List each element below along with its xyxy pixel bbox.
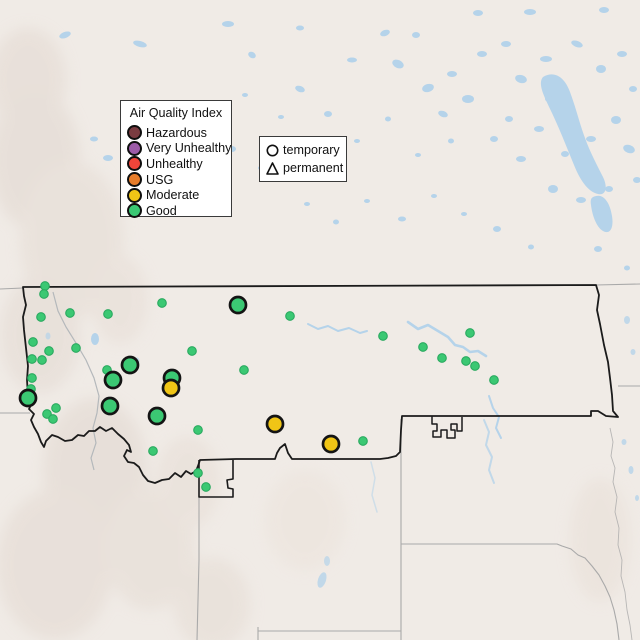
monitor-permanent-small[interactable] <box>71 343 81 353</box>
monitor-temporary-large[interactable] <box>103 370 123 390</box>
aqi-legend-list: Hazardous Very Unhealthy Unhealthy USG Moder… <box>125 125 231 219</box>
monitor-permanent-small[interactable] <box>27 373 37 383</box>
aqi-item-label: Good <box>146 203 177 218</box>
legend-item-usg: USG <box>125 172 227 188</box>
monitor-temporary-large[interactable] <box>18 388 38 408</box>
legend-item-moderate: Moderate <box>125 187 227 203</box>
aqi-legend-title: Air Quality Index <box>129 106 223 120</box>
aqi-swatch-unhealthy <box>127 156 142 172</box>
aqi-item-label: USG <box>146 172 174 187</box>
montana-border <box>22 284 619 484</box>
monitor-permanent-small[interactable] <box>193 468 203 478</box>
monitor-temporary-large[interactable] <box>120 355 140 375</box>
legend-item-very-unhealthy: Very Unhealthy <box>125 140 231 157</box>
river-line-west <box>52 291 100 471</box>
legend-item-good: Good <box>125 203 227 219</box>
monitor-permanent-small[interactable] <box>470 361 480 371</box>
monitor-permanent-small[interactable] <box>51 403 61 413</box>
aqi-swatch-usg <box>127 172 142 188</box>
monitor-permanent-small[interactable] <box>39 289 49 299</box>
monitor-permanent-small[interactable] <box>285 311 295 321</box>
monitor-permanent-small[interactable] <box>27 354 37 364</box>
monitor-permanent-small[interactable] <box>489 375 499 385</box>
monitor-permanent-small[interactable] <box>40 281 50 291</box>
monitor-permanent-small[interactable] <box>48 414 58 424</box>
monitor-temporary-large[interactable] <box>161 378 181 398</box>
shape-legend-temporary: temporary <box>265 141 341 159</box>
monitor-permanent-small[interactable] <box>193 425 203 435</box>
monitor-permanent-small[interactable] <box>103 309 113 319</box>
monitor-permanent-small[interactable] <box>187 346 197 356</box>
terrain-shading <box>0 28 630 640</box>
aqi-item-label: Moderate <box>146 188 200 203</box>
aqi-swatch-moderate <box>127 187 142 203</box>
state-lines <box>0 283 640 640</box>
monitor-permanent-small[interactable] <box>148 446 158 456</box>
monitor-temporary-large[interactable] <box>147 406 167 426</box>
temporary-circle-icon <box>266 144 279 156</box>
marker-shape-legend: temporary permanent <box>259 136 347 182</box>
monitor-permanent-small[interactable] <box>358 436 368 446</box>
monitor-permanent-small[interactable] <box>37 355 47 365</box>
legend-item-hazardous: Hazardous <box>125 125 227 141</box>
rivers-group <box>307 320 502 513</box>
monitor-permanent-small[interactable] <box>44 346 54 356</box>
shape-legend-permanent: permanent <box>265 159 344 177</box>
monitor-permanent-small[interactable] <box>437 353 447 363</box>
monitor-permanent-small[interactable] <box>418 342 428 352</box>
monitor-permanent-small[interactable] <box>239 365 249 375</box>
monitor-permanent-small[interactable] <box>36 312 46 322</box>
monitor-permanent-small[interactable] <box>201 482 211 492</box>
boundary-zigzag <box>431 416 463 439</box>
aqi-swatch-good <box>127 203 142 219</box>
aqi-swatch-very-unhealthy <box>127 140 142 156</box>
permanent-label: permanent <box>283 161 344 175</box>
legend-item-unhealthy: Unhealthy <box>125 156 227 172</box>
monitor-permanent-small[interactable] <box>465 328 475 338</box>
monitor-permanent-small[interactable] <box>65 308 75 318</box>
monitor-temporary-large[interactable] <box>100 396 120 416</box>
monitor-temporary-large[interactable] <box>265 414 285 434</box>
aqi-item-label: Very Unhealthy <box>146 141 232 156</box>
lakes-group <box>45 7 640 588</box>
yellowstone-boundary <box>198 460 234 498</box>
monitor-temporary-large[interactable] <box>228 295 248 315</box>
monitor-permanent-small[interactable] <box>28 337 38 347</box>
aqi-item-label: Hazardous <box>146 125 207 140</box>
aqi-swatch-hazardous <box>127 125 142 141</box>
monitor-permanent-small[interactable] <box>157 298 167 308</box>
aqi-legend: Air Quality Index Hazardous Very Unhealth… <box>120 100 232 219</box>
monitor-permanent-small[interactable] <box>378 331 388 341</box>
monitor-markers-layer <box>18 281 499 492</box>
permanent-triangle-icon <box>266 161 279 175</box>
monitor-temporary-large[interactable] <box>321 434 341 454</box>
monitor-permanent-small[interactable] <box>461 356 471 366</box>
temporary-label: temporary <box>283 143 340 157</box>
aqi-item-label: Unhealthy <box>146 156 203 171</box>
